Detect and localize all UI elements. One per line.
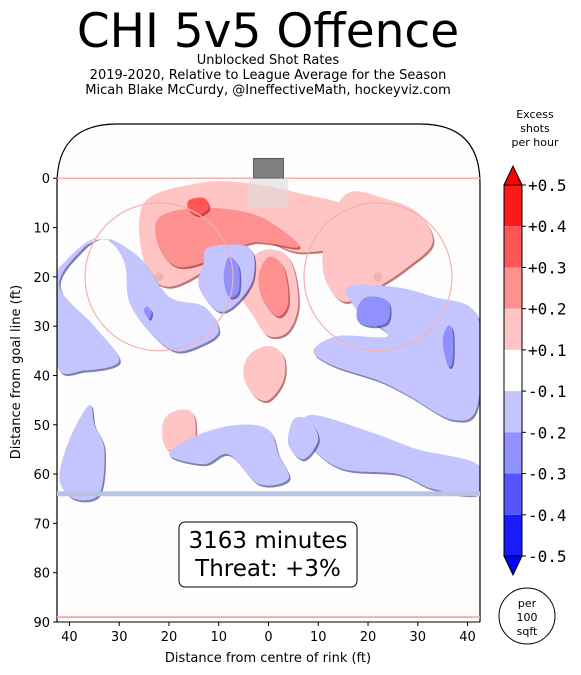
chart-title: CHI 5v5 Offence [76,4,460,59]
colorbar-title-line1: Excess [516,108,554,121]
x-tick-label: 20 [161,630,178,645]
region-small-left [144,306,152,319]
region-right-band-core2 [442,325,454,368]
y-tick-label: 40 [33,369,50,384]
y-tick-label: 0 [42,172,50,187]
colorbar-tick-label: +0.2 [528,300,567,319]
y-tick-label: 90 [33,616,50,631]
y-tick-label: 30 [33,320,50,335]
rink-boards [56,123,481,622]
region-centre-lower [287,417,319,460]
colorbar-tick-label: -0.5 [528,547,567,566]
region-mid-low [243,345,286,401]
colorbar-tick-label: -0.3 [528,465,567,484]
colorbar-title-line3: per hour [512,136,559,149]
region-right-circle [322,191,433,302]
x-tick-label: 30 [410,630,427,645]
x-tick-label: 30 [111,630,128,645]
region-right-band-core [356,296,391,327]
region-mid-lower2 [168,424,290,486]
colorbar-top-cap [503,164,523,186]
colorbar-frame [503,184,523,557]
colorbar-segment [504,432,522,474]
colorbar-segment [504,308,522,350]
y-tick-label: 20 [33,271,50,286]
colorbar-segment [504,185,522,227]
y-tick-label: 50 [33,419,50,434]
colorbar-tick-label: -0.2 [528,423,567,442]
y-tick-label: 80 [33,567,50,582]
y-tick-label: 60 [33,468,50,483]
colorbar-title-line2: shots [520,122,550,135]
colorbar-segment [504,514,522,556]
left-faceoff-circle [84,202,234,352]
region-slot-centre-core [258,256,289,317]
region-mid-lower [303,414,480,496]
chart-subtitle: Unblocked Shot Rates [196,53,340,68]
unit-badge: per 100 sqft [498,587,556,645]
y-axis-label: Distance from goal line (ft) [9,285,24,459]
colorbar-segment [504,349,522,392]
region-left-lower [59,404,105,501]
x-tick-label: 20 [360,630,377,645]
threat-text: Threat: +3% [194,556,341,582]
colorbar-tick-label: +0.4 [528,217,567,236]
colorbar-tick-label: +0.5 [528,176,567,195]
goal-net-icon [253,158,284,179]
colorbar-segment [504,226,522,268]
chart-season-line: 2019-2020, Relative to League Average fo… [89,68,447,83]
region-left-mid-core [223,256,240,298]
region-slot-top-core [155,207,300,268]
unit-badge-line3: sqft [517,625,538,638]
colorbar-segment [504,267,522,309]
region-left-big [57,237,219,374]
x-tick-label: 40 [459,630,476,645]
unit-badge-line2: 100 [517,611,538,624]
info-box: 3163 minutes Threat: +3% [178,521,358,588]
goal-crease [248,178,289,208]
colorbar-segment [504,391,522,433]
right-faceoff-circle [303,202,453,352]
y-tick-label: 10 [33,222,50,237]
unit-badge-line1: per [518,597,537,610]
colorbar-tick-label: -0.1 [528,382,567,401]
x-tick-label: 40 [61,630,78,645]
x-tick-label: 0 [264,630,272,645]
colorbar-segment [504,473,522,515]
colorbar-tick-label: +0.1 [528,341,567,360]
chart-author-line: Micah Blake McCurdy, @IneffectiveMath, h… [85,83,451,98]
minutes-text: 3163 minutes [189,528,348,554]
colorbar-tick-label: -0.4 [528,506,567,525]
y-tick-label: 70 [33,517,50,532]
x-tick-label: 10 [310,630,327,645]
x-tick-label: 10 [210,630,227,645]
left-faceoff-dot [154,272,164,282]
colorbar-bottom-cap [503,555,523,577]
x-axis-label: Distance from centre of rink (ft) [165,651,371,666]
blue-line [57,491,480,497]
colorbar-tick-label: +0.3 [528,258,567,277]
right-faceoff-dot [373,272,383,282]
